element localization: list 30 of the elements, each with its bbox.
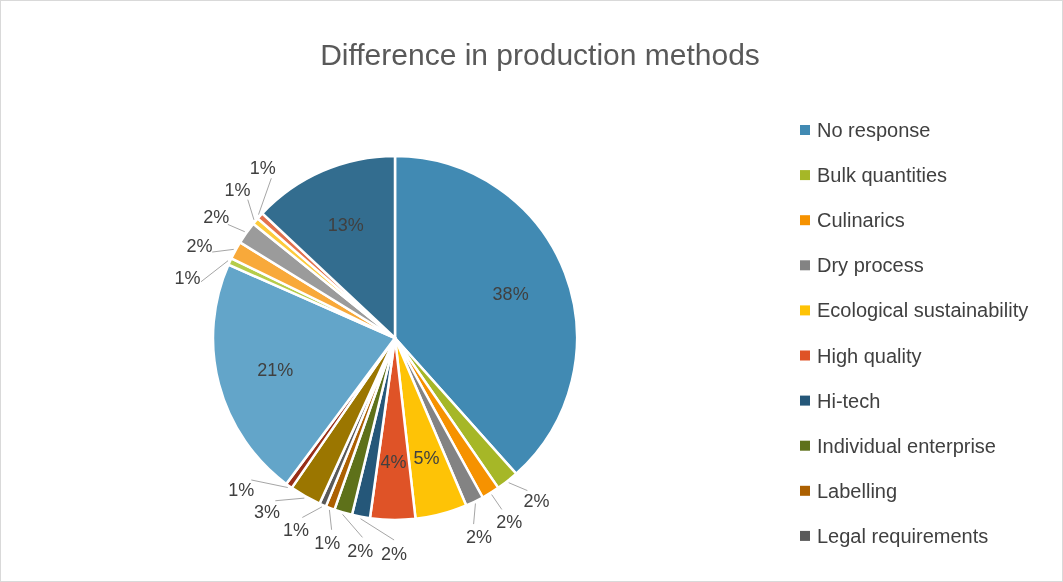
- legend-label: No response: [817, 119, 931, 141]
- data-label: 2%: [186, 236, 213, 257]
- legend-label: Hi-tech: [817, 389, 881, 412]
- data-label: 5%: [413, 447, 440, 468]
- data-label: 3%: [254, 502, 281, 523]
- data-label: 2%: [466, 527, 493, 548]
- data-label: 1%: [314, 533, 341, 554]
- legend-label: Bulk quantities: [817, 164, 948, 187]
- data-label: 1%: [282, 520, 309, 541]
- legend-label: High quality: [817, 344, 922, 367]
- data-label: 2%: [203, 206, 230, 227]
- data-label: 1%: [224, 180, 251, 201]
- data-label: 21%: [257, 359, 294, 380]
- legend-label: Legal requirements: [817, 524, 989, 547]
- data-label: 13%: [327, 214, 364, 235]
- data-label: 4%: [380, 452, 407, 473]
- data-label: 2%: [347, 541, 374, 562]
- data-label: 1%: [228, 480, 255, 501]
- legend-label: Labelling: [817, 479, 898, 502]
- legend-label: Individual enterprise: [817, 434, 996, 457]
- data-label: 38%: [492, 284, 529, 305]
- legend-label: Dry process: [817, 254, 924, 277]
- data-label: 2%: [381, 544, 408, 565]
- legend-label: Ecological sustainability: [817, 299, 1029, 322]
- legend-label: Culinarics: [817, 209, 905, 232]
- data-label: 2%: [523, 491, 550, 512]
- data-label: 2%: [496, 511, 523, 532]
- data-label: 1%: [174, 268, 201, 289]
- chart-title: Difference in production methods: [320, 38, 760, 71]
- data-label: 1%: [249, 157, 276, 178]
